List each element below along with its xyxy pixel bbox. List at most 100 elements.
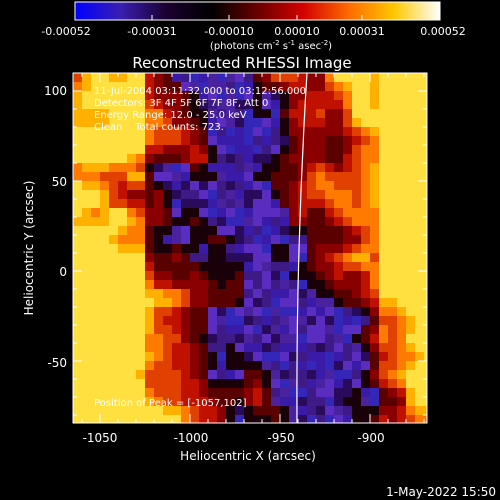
image-pixel bbox=[208, 307, 218, 317]
image-pixel bbox=[325, 154, 335, 164]
image-pixel bbox=[307, 397, 317, 407]
image-pixel bbox=[136, 118, 146, 128]
image-pixel bbox=[73, 118, 83, 128]
image-pixel bbox=[199, 253, 209, 263]
image-pixel bbox=[199, 181, 209, 191]
image-pixel bbox=[163, 217, 173, 227]
image-pixel bbox=[424, 343, 427, 353]
image-pixel bbox=[73, 208, 83, 218]
image-pixel bbox=[361, 397, 371, 407]
image-pixel bbox=[172, 307, 182, 317]
image-pixel bbox=[100, 325, 110, 335]
image-pixel bbox=[343, 271, 353, 281]
image-pixel bbox=[208, 154, 218, 164]
image-pixel bbox=[298, 280, 308, 290]
image-pixel bbox=[325, 118, 335, 128]
image-pixel bbox=[208, 100, 218, 110]
image-pixel bbox=[289, 208, 299, 218]
image-pixel bbox=[271, 361, 281, 371]
image-pixel bbox=[145, 127, 155, 137]
image-pixel bbox=[307, 208, 317, 218]
image-pixel bbox=[235, 379, 245, 389]
image-pixel bbox=[298, 163, 308, 173]
image-pixel bbox=[91, 163, 101, 173]
image-pixel bbox=[73, 145, 83, 155]
image-pixel bbox=[298, 226, 308, 236]
image-pixel bbox=[343, 172, 353, 182]
image-pixel bbox=[379, 127, 389, 137]
image-pixel bbox=[424, 415, 427, 423]
image-pixel bbox=[379, 343, 389, 353]
image-pixel bbox=[73, 352, 83, 362]
image-pixel bbox=[388, 154, 398, 164]
image-pixel bbox=[361, 199, 371, 209]
image-pixel bbox=[262, 118, 272, 128]
image-pixel bbox=[316, 406, 326, 416]
image-pixel bbox=[181, 172, 191, 182]
image-pixel bbox=[325, 226, 335, 236]
image-pixel bbox=[316, 118, 326, 128]
image-pixel bbox=[406, 397, 416, 407]
image-pixel bbox=[163, 271, 173, 281]
image-pixel bbox=[388, 298, 398, 308]
image-pixel bbox=[136, 109, 146, 119]
image-pixel bbox=[172, 316, 182, 326]
image-pixel bbox=[217, 271, 227, 281]
image-pixel bbox=[289, 100, 299, 110]
image-pixel bbox=[217, 298, 227, 308]
image-pixel bbox=[280, 325, 290, 335]
image-pixel bbox=[208, 397, 218, 407]
image-pixel bbox=[406, 334, 416, 344]
image-pixel bbox=[424, 406, 427, 416]
image-pixel bbox=[280, 127, 290, 137]
image-pixel bbox=[415, 271, 425, 281]
image-pixel bbox=[118, 280, 128, 290]
image-pixel bbox=[235, 388, 245, 398]
image-pixel bbox=[406, 298, 416, 308]
image-pixel bbox=[307, 352, 317, 362]
image-pixel bbox=[334, 235, 344, 245]
image-pixel bbox=[163, 91, 173, 101]
image-pixel bbox=[235, 73, 245, 83]
image-pixel bbox=[181, 163, 191, 173]
image-pixel bbox=[325, 190, 335, 200]
image-pixel bbox=[109, 163, 119, 173]
image-pixel bbox=[163, 397, 173, 407]
image-pixel bbox=[118, 334, 128, 344]
image-pixel bbox=[244, 145, 254, 155]
image-pixel bbox=[361, 262, 371, 272]
image-pixel bbox=[244, 370, 254, 380]
image-pixel bbox=[271, 280, 281, 290]
image-pixel bbox=[235, 154, 245, 164]
image-pixel bbox=[100, 226, 110, 236]
image-pixel bbox=[199, 118, 209, 128]
image-pixel bbox=[370, 316, 380, 326]
image-pixel bbox=[208, 208, 218, 218]
image-pixel bbox=[262, 208, 272, 218]
image-pixel bbox=[379, 199, 389, 209]
image-pixel bbox=[118, 262, 128, 272]
image-pixel bbox=[145, 352, 155, 362]
image-pixel bbox=[253, 82, 263, 92]
image-pixel bbox=[388, 127, 398, 137]
image-pixel bbox=[424, 262, 427, 272]
image-pixel bbox=[424, 118, 427, 128]
image-pixel bbox=[415, 334, 425, 344]
image-pixel bbox=[244, 235, 254, 245]
image-pixel bbox=[289, 316, 299, 326]
image-pixel bbox=[199, 388, 209, 398]
image-pixel bbox=[91, 235, 101, 245]
image-pixel bbox=[289, 190, 299, 200]
image-pixel bbox=[370, 262, 380, 272]
image-pixel bbox=[100, 172, 110, 182]
image-pixel bbox=[325, 73, 335, 83]
image-pixel bbox=[280, 136, 290, 146]
image-pixel bbox=[262, 235, 272, 245]
image-pixel bbox=[379, 91, 389, 101]
image-pixel bbox=[262, 100, 272, 110]
image-pixel bbox=[226, 217, 236, 227]
image-pixel bbox=[424, 361, 427, 371]
image-pixel bbox=[91, 379, 101, 389]
y-tick-label-3: -50 bbox=[47, 356, 67, 370]
image-pixel bbox=[280, 226, 290, 236]
